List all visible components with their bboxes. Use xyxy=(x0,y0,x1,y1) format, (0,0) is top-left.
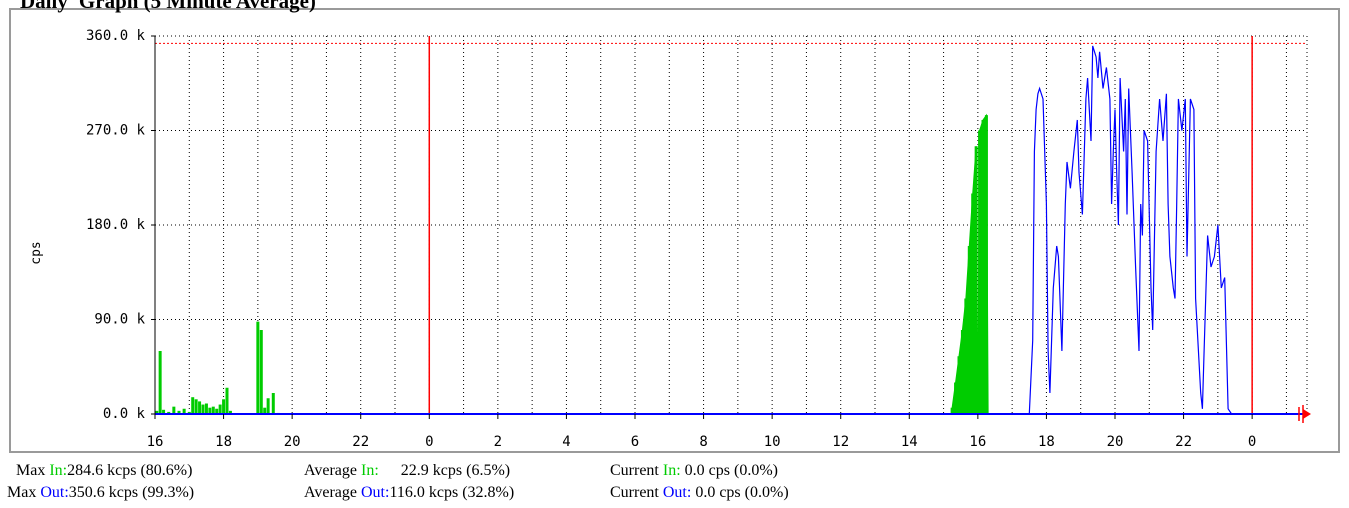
x-tick-label: 16 xyxy=(969,434,986,450)
stat-cur-in: Current In: 0.0 cps (0.0%) xyxy=(610,460,789,482)
stat-in-name: In: xyxy=(662,462,681,479)
x-tick-label: 20 xyxy=(1107,434,1124,450)
x-tick-label: 12 xyxy=(832,434,849,450)
x-tick-label: 8 xyxy=(699,434,707,450)
stat-avg-out: Average Out:116.0 kcps (32.8%) xyxy=(304,482,610,504)
stat-out-name: Out: xyxy=(361,484,390,501)
stats-row-out: Max Out:350.6 kcps (99.3%) Average Out:1… xyxy=(0,482,789,504)
x-tick-label: 0 xyxy=(1248,434,1256,450)
x-tick-label: 18 xyxy=(215,434,232,450)
stat-max-label: Max xyxy=(7,484,41,501)
traffic-graph: 16 18 20 22 0 2 4 6 8 10 12 14 16 18 20 22 0 0.0 k 90.0 k 1… xyxy=(9,8,1340,453)
x-axis-arrow-icon xyxy=(1303,409,1311,419)
stat-value: 284.6 kcps (80.6%) xyxy=(67,462,193,479)
y-tick-label: 0.0 k xyxy=(103,406,146,422)
y-axis-label: cps xyxy=(29,241,44,264)
stat-cur-label: Current xyxy=(610,484,663,501)
stat-avg-in: Average In: 22.9 kcps (6.5%) xyxy=(304,460,610,482)
stat-avg-label: Average xyxy=(304,484,361,501)
x-tick-label: 2 xyxy=(494,434,502,450)
x-tick-label: 6 xyxy=(631,434,639,450)
stat-max-in: Max In:284.6 kcps (80.6%) xyxy=(0,460,304,482)
stat-value: 350.6 kcps (99.3%) xyxy=(68,484,195,501)
stats-panel: Max In:284.6 kcps (80.6%) Average In: 22.… xyxy=(0,460,789,504)
stats-table: Max In:284.6 kcps (80.6%) Average In: 22.… xyxy=(0,460,789,504)
x-tick-label: 18 xyxy=(1038,434,1055,450)
stat-value: 116.0 kcps (32.8%) xyxy=(389,484,515,501)
page-title: Daily' Graph (5 Minute Average) xyxy=(20,0,316,13)
out-series-line xyxy=(155,45,1297,415)
stat-value: 0.0 cps (0.0%) xyxy=(684,462,778,479)
y-tick-label: 270.0 k xyxy=(86,123,146,139)
stat-max-label: Max xyxy=(16,462,50,479)
x-tick-label: 22 xyxy=(352,434,369,450)
stat-cur-out: Current Out: 0.0 cps (0.0%) xyxy=(610,482,789,504)
graph-outer-frame xyxy=(9,8,1340,453)
x-tick-label: 10 xyxy=(764,434,781,450)
grid xyxy=(155,35,1308,414)
y-tick-label: 360.0 k xyxy=(86,28,146,44)
stat-in-name: In: xyxy=(361,462,379,479)
series xyxy=(155,45,1297,415)
x-tick-label: 4 xyxy=(562,434,570,450)
x-tick-label: 22 xyxy=(1175,434,1192,450)
x-tick-label: 16 xyxy=(147,434,164,450)
y-tick-label: 90.0 k xyxy=(94,312,145,328)
stat-avg-label: Average xyxy=(304,462,361,479)
stat-value: 0.0 cps (0.0%) xyxy=(695,484,789,501)
stat-max-out: Max Out:350.6 kcps (99.3%) xyxy=(0,482,304,504)
x-tick-label: 0 xyxy=(425,434,433,450)
stat-in-name: In: xyxy=(49,462,68,479)
stat-out-name: Out: xyxy=(662,484,692,501)
tick-labels: 16 18 20 22 0 2 4 6 8 10 12 14 16 18 20 22 0 0.0 k 90.0 k 1… xyxy=(86,28,1256,450)
y-tick-label: 180.0 k xyxy=(86,217,146,233)
stat-out-name: Out: xyxy=(40,484,69,501)
x-tick-label: 14 xyxy=(901,434,918,450)
stat-cur-label: Current xyxy=(610,462,663,479)
x-tick-label: 20 xyxy=(284,434,301,450)
stats-row-in: Max In:284.6 kcps (80.6%) Average In: 22.… xyxy=(0,460,789,482)
stat-value: 22.9 kcps (6.5%) xyxy=(400,462,511,479)
in-series-area xyxy=(951,113,989,415)
